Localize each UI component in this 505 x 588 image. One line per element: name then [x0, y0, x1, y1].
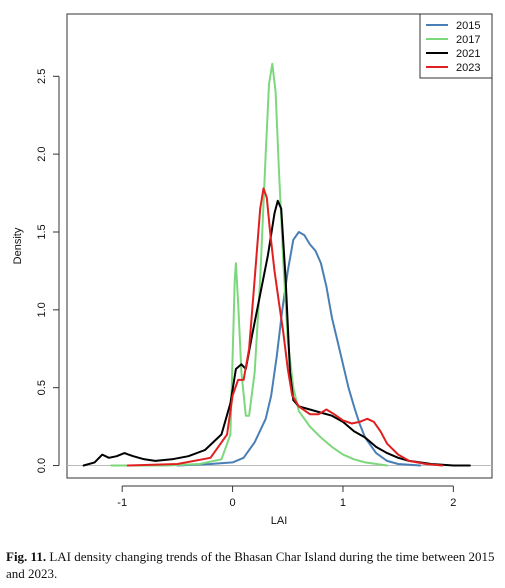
y-tick-label: 0.0: [36, 458, 48, 473]
x-axis: -1 0 1 2: [117, 485, 456, 509]
y-tick-label: 1.0: [36, 302, 48, 317]
x-axis-title: LAI: [271, 515, 288, 527]
y-tick-label: 2.5: [36, 69, 48, 84]
caption-label: Fig. 11.: [6, 549, 47, 564]
density-chart: -1 0 1 2 0.0 0.5 1.0 1.5 2.0 2.5 LAI Density 201…: [12, 13, 493, 527]
legend-label-2017: 2017: [456, 34, 480, 46]
x-tick-label: 1: [340, 497, 346, 509]
legend: 2015 2017 2021 2023: [419, 13, 493, 79]
y-tick-label: 0.5: [36, 380, 48, 395]
x-tick-label: -1: [117, 497, 127, 509]
caption-text: LAI density changing trends of the Bhasa…: [6, 549, 495, 581]
legend-label-2023: 2023: [456, 62, 480, 74]
x-tick-label: 2: [450, 497, 456, 509]
y-axis: 0.0 0.5 1.0 1.5 2.0 2.5: [36, 69, 60, 473]
series-line-2017: [110, 62, 389, 467]
plot-frame: [66, 13, 493, 479]
series-layer: [67, 62, 492, 467]
figure-caption: Fig. 11. LAI density changing trends of …: [6, 548, 501, 582]
legend-label-2021: 2021: [456, 48, 480, 60]
x-tick-label: 0: [230, 497, 236, 509]
legend-label-2015: 2015: [456, 20, 480, 32]
y-tick-label: 2.0: [36, 146, 48, 161]
y-tick-label: 1.5: [36, 224, 48, 239]
series-line-2015: [176, 231, 422, 467]
y-axis-title: Density: [12, 227, 24, 264]
series-line-2021: [82, 199, 471, 467]
series-line-2023: [126, 187, 444, 467]
